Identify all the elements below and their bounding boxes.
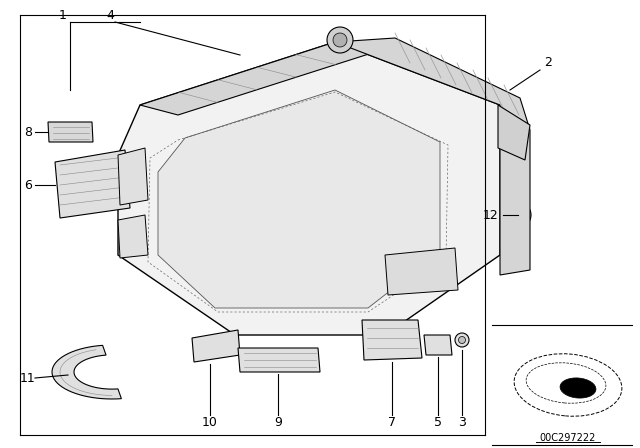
Text: 12: 12: [483, 208, 498, 221]
Circle shape: [333, 33, 347, 47]
Text: 7: 7: [388, 415, 396, 428]
Polygon shape: [52, 345, 122, 399]
Ellipse shape: [560, 378, 596, 398]
Text: 10: 10: [202, 415, 218, 428]
Polygon shape: [335, 38, 530, 275]
Polygon shape: [238, 348, 320, 372]
Polygon shape: [158, 90, 440, 308]
Polygon shape: [385, 248, 458, 295]
Polygon shape: [55, 150, 130, 218]
Polygon shape: [48, 122, 93, 142]
Polygon shape: [118, 148, 148, 205]
Polygon shape: [118, 215, 148, 258]
Circle shape: [510, 207, 526, 223]
Text: 00C297222: 00C297222: [540, 433, 596, 443]
Ellipse shape: [526, 363, 606, 403]
Text: 8: 8: [24, 125, 32, 138]
Circle shape: [327, 27, 353, 53]
Text: 9: 9: [274, 415, 282, 428]
Text: 6: 6: [24, 178, 32, 191]
Polygon shape: [140, 42, 375, 115]
Circle shape: [505, 202, 531, 228]
Text: 5: 5: [434, 415, 442, 428]
Circle shape: [455, 333, 469, 347]
Polygon shape: [192, 330, 240, 362]
Text: 11: 11: [20, 371, 36, 384]
Text: 1: 1: [59, 9, 67, 22]
Ellipse shape: [514, 354, 622, 416]
Text: 4: 4: [106, 9, 114, 22]
Circle shape: [458, 336, 465, 344]
Polygon shape: [118, 42, 500, 335]
Text: 2: 2: [544, 56, 552, 69]
Text: 3: 3: [458, 415, 466, 428]
Polygon shape: [424, 335, 452, 355]
Polygon shape: [498, 105, 530, 160]
Polygon shape: [362, 320, 422, 360]
Circle shape: [514, 211, 522, 219]
